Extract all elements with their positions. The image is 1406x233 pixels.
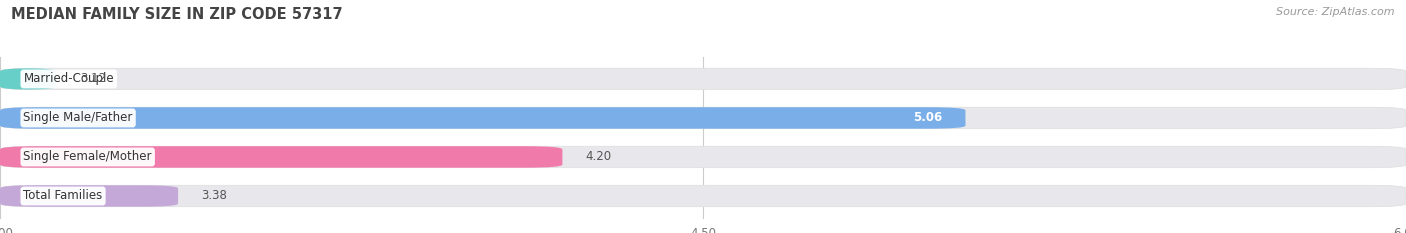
Text: Total Families: Total Families (24, 189, 103, 202)
FancyBboxPatch shape (0, 107, 966, 129)
Text: MEDIAN FAMILY SIZE IN ZIP CODE 57317: MEDIAN FAMILY SIZE IN ZIP CODE 57317 (11, 7, 343, 22)
Text: 5.06: 5.06 (912, 111, 942, 124)
FancyBboxPatch shape (0, 185, 179, 207)
FancyBboxPatch shape (0, 146, 1406, 168)
Text: Single Male/Father: Single Male/Father (24, 111, 132, 124)
FancyBboxPatch shape (0, 68, 56, 90)
FancyBboxPatch shape (0, 185, 1406, 207)
Text: Source: ZipAtlas.com: Source: ZipAtlas.com (1277, 7, 1395, 17)
Text: Married-Couple: Married-Couple (24, 72, 114, 86)
FancyBboxPatch shape (0, 146, 562, 168)
Text: 3.12: 3.12 (80, 72, 105, 86)
Text: Single Female/Mother: Single Female/Mother (24, 151, 152, 164)
Text: 3.38: 3.38 (201, 189, 228, 202)
FancyBboxPatch shape (0, 68, 1406, 90)
FancyBboxPatch shape (0, 107, 1406, 129)
Text: 4.20: 4.20 (586, 151, 612, 164)
